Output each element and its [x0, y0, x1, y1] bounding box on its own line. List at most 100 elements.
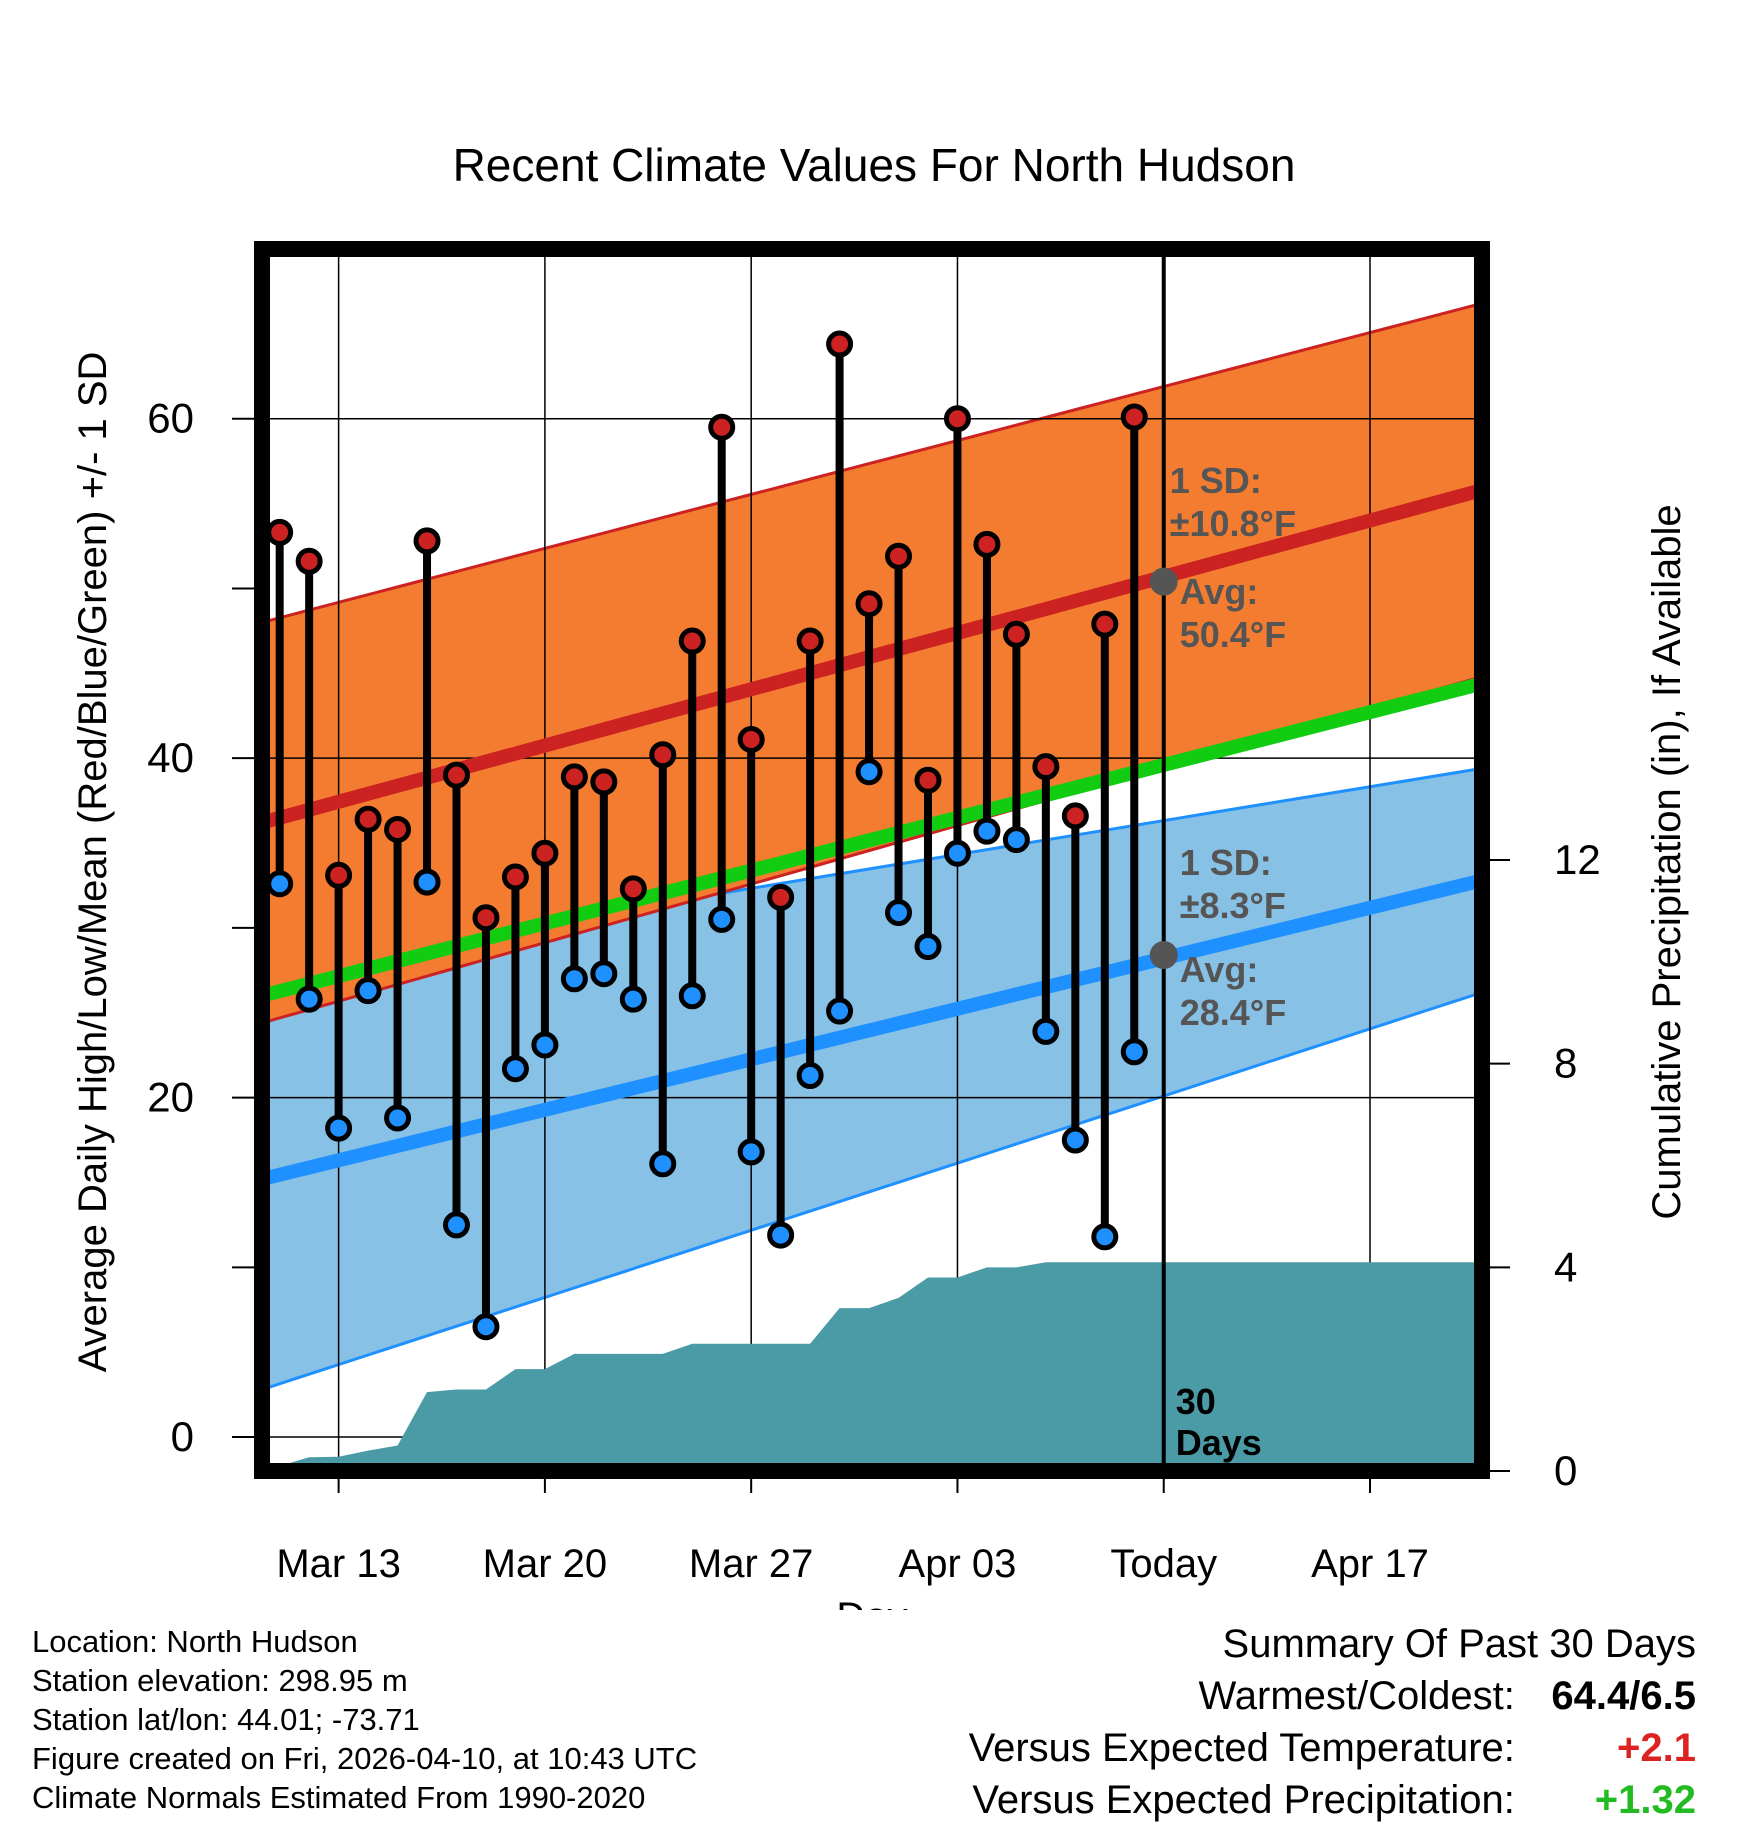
high-avg-marker [1149, 567, 1178, 596]
daily-high-point [914, 766, 942, 794]
daily-high-point [708, 413, 736, 441]
daily-low-point [384, 1104, 412, 1132]
daily-low-point [619, 985, 647, 1013]
precip-label: Versus Expected Precipitation: [972, 1778, 1515, 1822]
daily-low-point [472, 1313, 500, 1341]
summary-panel: Summary Of Past 30 Days Warmest/Coldest:… [936, 1618, 1696, 1826]
y2-tick-label: 0 [1554, 1447, 1577, 1494]
today-days-word: Days [1176, 1422, 1262, 1463]
temp-value: +2.1 [1617, 1726, 1696, 1770]
daily-high-point [796, 627, 824, 655]
station-info: Location: North Hudson Station elevation… [32, 1622, 697, 1817]
daily-high-point [354, 805, 382, 833]
y-tick-label: 60 [147, 395, 194, 442]
precip-value: +1.32 [1594, 1778, 1696, 1822]
daily-low-point [855, 758, 883, 786]
daily-low-point [708, 905, 736, 933]
x-tick-label: Mar 20 [483, 1542, 608, 1586]
daily-high-point [737, 725, 765, 753]
climate-chart: Recent Climate Values For North Hudson 3… [71, 139, 1689, 1610]
daily-low-point [1120, 1038, 1148, 1066]
x-tick-label: Mar 13 [276, 1542, 401, 1586]
daily-high-point [826, 330, 854, 358]
warmest-label: Warmest/Coldest: [1198, 1674, 1515, 1718]
daily-low-point [442, 1211, 470, 1239]
daily-low-point [826, 997, 854, 1025]
daily-low-point [501, 1055, 529, 1083]
daily-high-point [325, 861, 353, 889]
daily-high-point [590, 768, 618, 796]
daily-low-point [413, 868, 441, 896]
summary-title: Summary Of Past 30 Days [1222, 1622, 1696, 1666]
low-sd-value: ±8.3°F [1180, 885, 1286, 926]
daily-low-point [590, 960, 618, 988]
x-tick-label: Today [1110, 1542, 1217, 1586]
daily-high-point [384, 815, 412, 843]
normal-mean-line [262, 676, 1482, 1003]
daily-low-point [885, 899, 913, 927]
daily-high-point [295, 547, 323, 575]
daily-low-point [560, 965, 588, 993]
daily-low-point [1002, 826, 1030, 854]
y-tick-label: 0 [171, 1413, 194, 1460]
daily-low-point [796, 1062, 824, 1090]
y-tick-label: 40 [147, 734, 194, 781]
summary-warmest-row: Warmest/Coldest: 64.4/6.5 [936, 1670, 1697, 1722]
daily-high-point [1061, 802, 1089, 830]
daily-low-point [295, 985, 323, 1013]
daily-high-point [855, 590, 883, 618]
daily-high-point [1032, 753, 1060, 781]
daily-low-point [531, 1031, 559, 1059]
temp-label: Versus Expected Temperature: [968, 1726, 1515, 1770]
today-days-number: 30 [1176, 1381, 1216, 1422]
station-latlon: Station lat/lon: 44.01; -73.71 [32, 1702, 420, 1737]
y2-tick-label: 8 [1554, 1040, 1577, 1087]
climate-normals: Climate Normals Estimated From 1990-2020 [32, 1780, 646, 1815]
daily-low-point [767, 1221, 795, 1249]
daily-low-point [737, 1138, 765, 1166]
y2-axis-label: Cumulative Precipitation (in), If Availa… [1645, 504, 1689, 1219]
daily-high-point [619, 875, 647, 903]
daily-high-point [885, 542, 913, 570]
daily-high-point [678, 627, 706, 655]
figure-created: Figure created on Fri, 2026-04-10, at 10… [32, 1741, 698, 1776]
daily-high-point [501, 863, 529, 891]
low-avg-value: 28.4°F [1180, 992, 1286, 1033]
daily-low-point [1061, 1126, 1089, 1154]
summary-precip-row: Versus Expected Precipitation: +1.32 [936, 1774, 1696, 1826]
low-avg-marker [1149, 941, 1178, 970]
x-tick-label: Mar 27 [689, 1542, 814, 1586]
y-tick-label: 20 [147, 1074, 194, 1121]
daily-low-point [973, 817, 1001, 845]
daily-low-point [649, 1150, 677, 1178]
x-tick-label: Apr 03 [899, 1542, 1017, 1586]
y2-tick-label: 12 [1554, 836, 1601, 883]
daily-high-point [442, 761, 470, 789]
y2-tick-label: 4 [1554, 1243, 1577, 1290]
normal-high-band-upper-edge [262, 301, 1482, 624]
daily-low-point [678, 982, 706, 1010]
y-axis-label: Average Daily High/Low/Mean (Red/Blue/Gr… [71, 352, 115, 1373]
daily-high-point [973, 530, 1001, 558]
daily-high-point [767, 883, 795, 911]
high-sd-value: ±10.8°F [1170, 503, 1296, 544]
high-avg-label: Avg: [1180, 571, 1259, 612]
station-elevation: Station elevation: 298.95 m [32, 1663, 408, 1698]
daily-high-point [472, 904, 500, 932]
daily-high-point [649, 741, 677, 769]
warmest-value: 64.4/6.5 [1551, 1674, 1696, 1718]
daily-high-point [943, 405, 971, 433]
precip-area [262, 1262, 1482, 1471]
daily-low-point [266, 870, 294, 898]
low-avg-label: Avg: [1180, 949, 1259, 990]
daily-low-point [943, 839, 971, 867]
daily-high-point [531, 839, 559, 867]
normal-low-band-lower-edge [262, 990, 1482, 1391]
daily-high-point [266, 518, 294, 546]
daily-low-point [1091, 1223, 1119, 1251]
daily-high-point [1091, 610, 1119, 638]
high-sd-label: 1 SD: [1170, 460, 1262, 501]
daily-low-point [1032, 1017, 1060, 1045]
daily-high-point [560, 763, 588, 791]
normal-low-line [262, 873, 1482, 1186]
